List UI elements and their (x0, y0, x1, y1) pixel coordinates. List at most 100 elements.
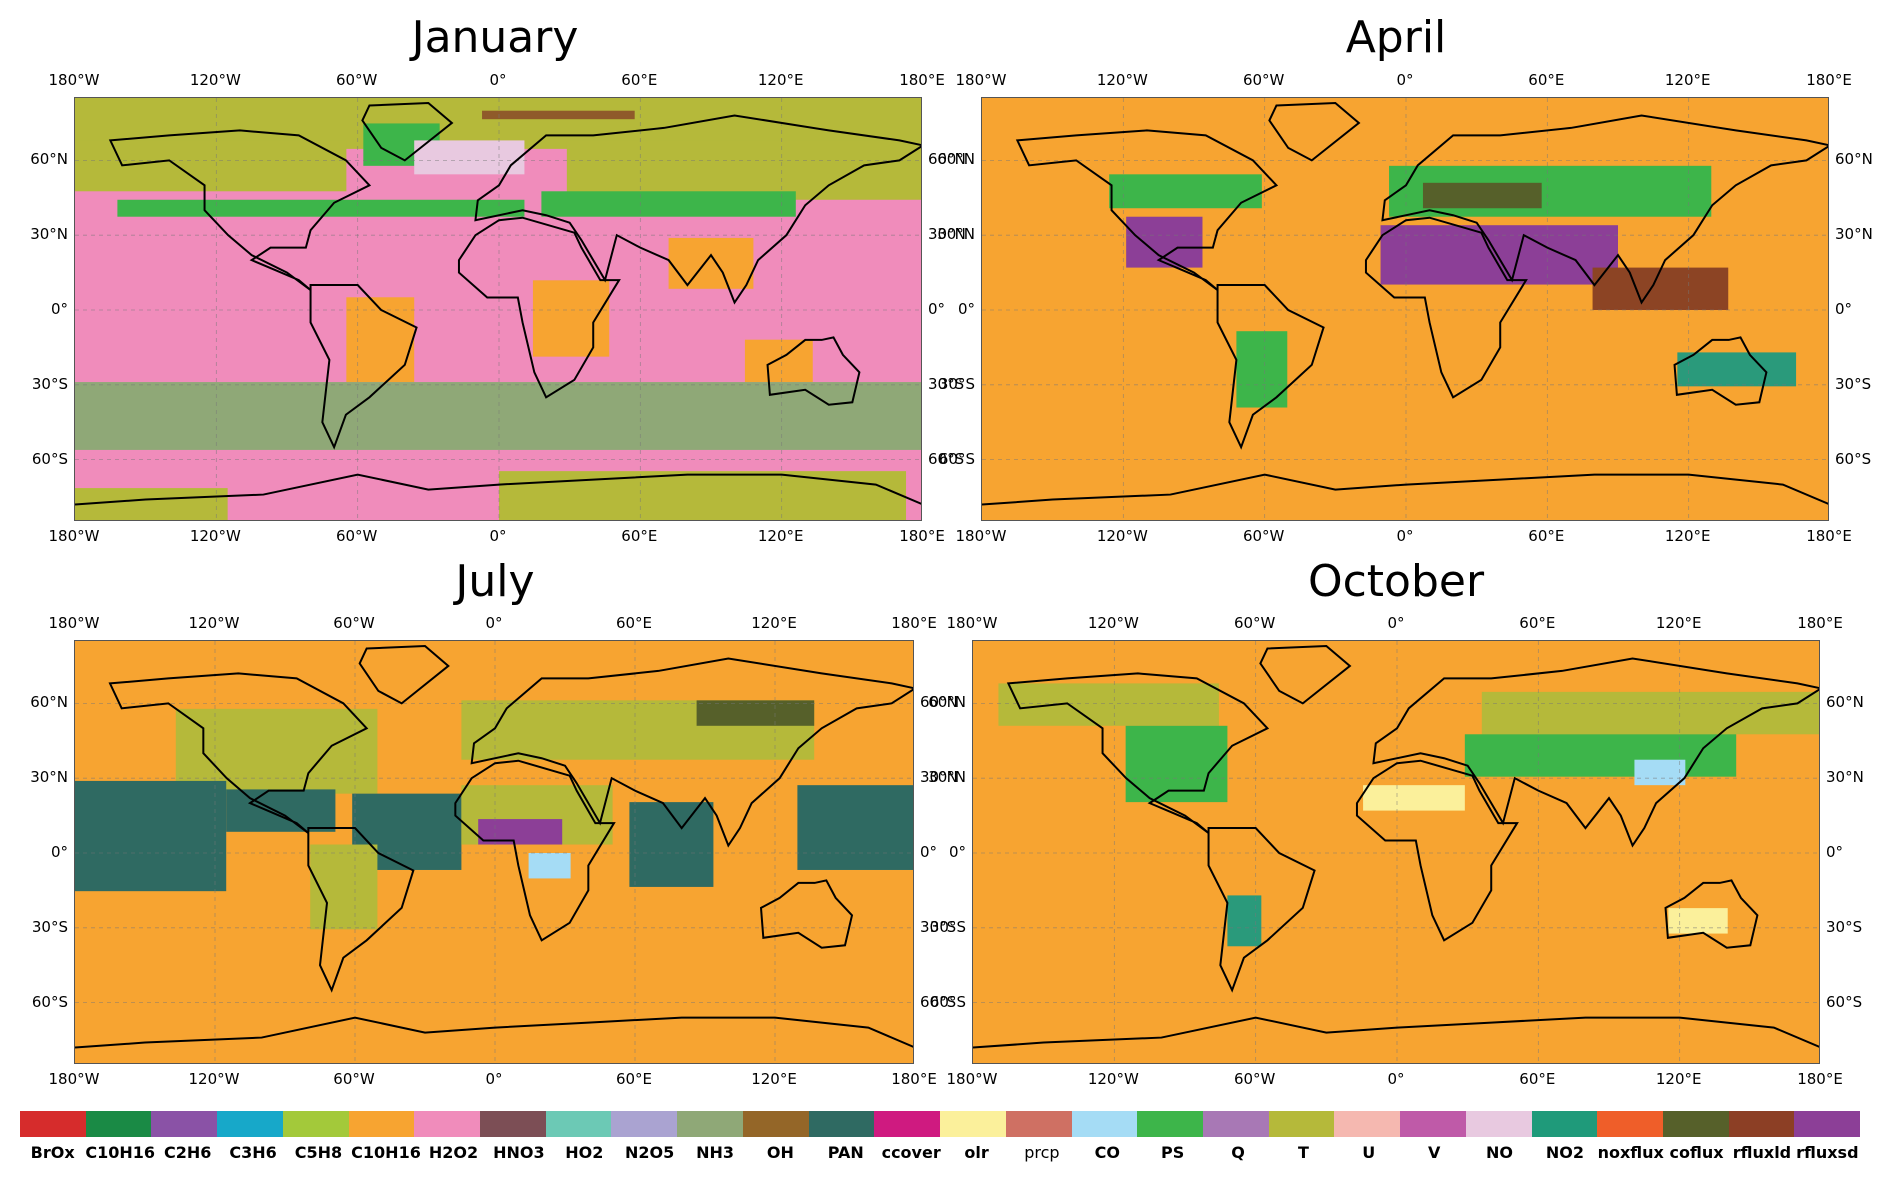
lon-tick-label: 120°W (188, 1070, 240, 1088)
legend-label: prcp (1024, 1143, 1060, 1162)
lon-tick-label: 0° (1396, 71, 1414, 89)
coastline (982, 473, 1828, 506)
region-fill (1126, 216, 1203, 268)
legend-swatch (1202, 1111, 1269, 1137)
legend-label: U (1362, 1143, 1376, 1162)
lat-tick-label: 0° (1835, 300, 1853, 318)
lon-tick-label: 180°W (946, 1070, 998, 1088)
legend-swatch (1597, 1111, 1663, 1137)
colorbar-labels: BrOx C10H16 C2H6 C3H6 C5H8 C10H16 H2O2 HNO3 HO2 N… (20, 1143, 1860, 1162)
lon-tick-label: 120°E (1664, 71, 1711, 89)
legend-label: V (1427, 1143, 1441, 1162)
coastline (1673, 336, 1768, 406)
region-fill (175, 708, 378, 794)
lon-tick-label: 120°E (757, 527, 804, 545)
coastline (454, 759, 616, 942)
lat-tick-label: 60°S (928, 449, 965, 468)
lat-tick-label: 0° (1826, 843, 1844, 861)
region-fill (414, 140, 525, 175)
coastline (1015, 129, 1279, 291)
coastline (973, 1016, 1819, 1049)
lat-tick-label: 30°N (937, 225, 975, 244)
legend-label: NO (1486, 1143, 1514, 1162)
legend-swatch (940, 1111, 1006, 1137)
legend-swatch (1400, 1111, 1466, 1137)
legend-swatch (1334, 1111, 1401, 1137)
coastline (1664, 879, 1759, 949)
legend-swatch (348, 1111, 415, 1137)
lat-tick-label: 60°N (1835, 150, 1873, 169)
lon-tick-label: 0° (485, 614, 503, 632)
legend-swatch (1005, 1111, 1072, 1137)
legend-label: CO (1094, 1143, 1120, 1162)
lon-tick-label: 60°E (621, 527, 658, 545)
lat-tick-label: 0° (928, 300, 946, 318)
lat-tick-label: 0° (50, 843, 68, 861)
lat-tick-label: 30°N (30, 768, 68, 787)
legend-label: C5H8 (294, 1143, 343, 1162)
region-fill (1634, 759, 1686, 786)
region-fill (1422, 182, 1542, 209)
lat-tick-label: 30°S (1835, 374, 1872, 393)
lon-tick-label: 0° (1387, 614, 1405, 632)
lon-tick-label: 180°W (955, 71, 1007, 89)
lon-tick-label: 180°E (1797, 1070, 1843, 1088)
lat-tick-label: 60°N (937, 150, 975, 169)
region-fill (1677, 352, 1797, 387)
lon-tick-label: 180°W (48, 614, 100, 632)
lon-tick-label: 0° (1387, 1070, 1405, 1088)
lat-tick-label: 30°S (920, 917, 957, 936)
coastline (1006, 672, 1270, 834)
lat-tick-label: 30°S (31, 374, 68, 393)
map-area (972, 640, 1820, 1064)
lon-tick-label: 120°E (1655, 614, 1702, 632)
region-fill (1380, 225, 1618, 285)
coastline (1259, 644, 1352, 705)
legend-swatch (85, 1111, 152, 1137)
region-fill (482, 110, 635, 120)
legend-label: PAN (827, 1143, 864, 1162)
region-fill (998, 683, 1219, 726)
legend-swatch (1268, 1111, 1335, 1137)
region-fill (541, 191, 796, 217)
lon-tick-label: 120°E (751, 1070, 797, 1088)
legend-label: NO2 (1545, 1143, 1584, 1162)
region-fill (75, 780, 227, 892)
legend-swatch (1465, 1111, 1532, 1137)
lon-tick-label: 180°W (946, 614, 998, 632)
lat-tick-label: 60°N (928, 693, 966, 712)
coastline (75, 473, 921, 506)
lon-tick-label: 120°E (1655, 1070, 1702, 1088)
legend-swatch (20, 1111, 86, 1137)
region-fill (75, 140, 347, 192)
lon-tick-label: 60°W (333, 614, 375, 632)
region-fill (1668, 908, 1728, 934)
legend-label: ccover (881, 1143, 941, 1162)
coastline (307, 827, 415, 993)
legend-swatch (808, 1111, 875, 1137)
lon-tick-label: 60°W (1233, 1070, 1276, 1088)
lat-tick-label: 0° (920, 843, 938, 861)
lat-tick-label: 60°N (30, 150, 68, 169)
legend-swatch (677, 1111, 743, 1137)
legend-swatch (151, 1111, 218, 1137)
legend-swatch (742, 1111, 809, 1137)
lon-tick-label: 120°W (189, 527, 241, 545)
coastline (766, 336, 861, 406)
lat-tick-label: 30°S (1826, 917, 1863, 936)
region-fill (1125, 725, 1228, 803)
lon-tick-label: 180°E (899, 527, 945, 545)
legend-swatch (1728, 1111, 1795, 1137)
region-fill (566, 140, 921, 200)
region-fill (668, 237, 754, 289)
lon-tick-label: 180°E (1797, 614, 1843, 632)
lon-tick-label: 60°E (1519, 614, 1556, 632)
coastline (759, 879, 854, 949)
lon-tick-label: 60°E (1528, 71, 1565, 89)
region-fill (1236, 331, 1288, 408)
lon-tick-label: 180°E (1806, 71, 1852, 89)
lon-tick-label: 0° (485, 1070, 503, 1088)
lat-tick-label: 0° (957, 300, 975, 318)
legend-label: Q (1231, 1143, 1245, 1162)
coastline (358, 644, 450, 705)
